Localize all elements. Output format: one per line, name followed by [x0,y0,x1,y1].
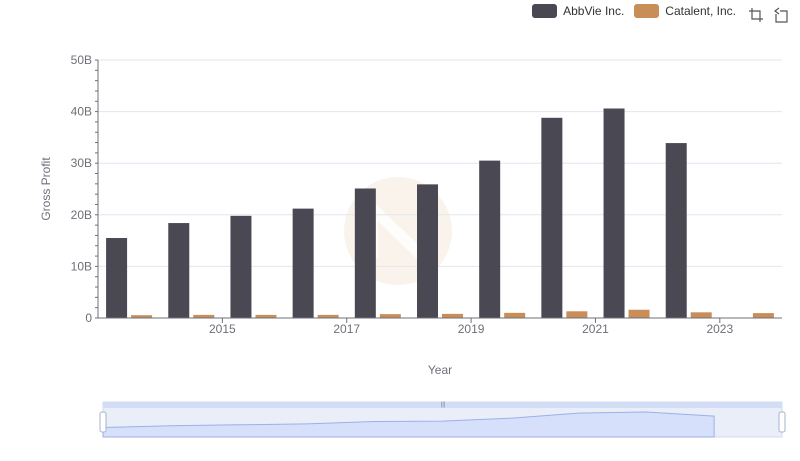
data-zoom-preview [102,411,715,438]
bar-catalent-2024[interactable] [752,313,774,318]
x-tick-label: 2021 [582,322,609,336]
x-axis: 2015 2017 2019 2021 2023 [98,317,782,336]
y-tick-label: 10B [71,259,92,273]
bar-abbvie-2018[interactable] [354,188,376,318]
x-tick-label: 2023 [706,322,733,336]
x-axis-label: Year [428,363,452,377]
bar-catalent-2020[interactable] [504,312,526,318]
bar-catalent-2018[interactable] [379,314,401,318]
bar-catalent-2022[interactable] [628,309,650,318]
bars [106,108,774,319]
bar-catalent-2019[interactable] [442,313,463,318]
svg-text:|||: ||| [441,402,446,408]
bar-catalent-2014[interactable] [131,315,153,318]
data-zoom-left-handle[interactable] [99,411,107,433]
y-tick-label: 50B [71,53,92,67]
legend-item-catalent[interactable]: Catalent, Inc. [634,4,736,18]
y-axis-label: Gross Profit [39,157,53,221]
bar-abbvie-2020[interactable] [479,160,501,318]
y-tick-label: 0 [85,311,92,325]
x-tick-label: 2017 [333,322,360,336]
zoom-icon[interactable] [748,7,764,23]
legend-swatch-catalent [634,4,660,18]
data-zoom-slider[interactable]: ||| [99,401,786,438]
legend: AbbVie Inc. Catalent, Inc. [532,4,736,18]
y-tick-label: 30B [71,156,92,170]
bar-abbvie-2017[interactable] [292,208,314,318]
bar-catalent-2023[interactable] [690,312,712,318]
y-tick-label: 20B [71,208,92,222]
bar-abbvie-2015[interactable] [168,223,190,318]
bar-catalent-2016[interactable] [255,314,277,318]
legend-swatch-abbvie [532,4,558,18]
x-tick-label: 2015 [209,322,236,336]
bar-catalent-2015[interactable] [193,314,215,318]
bar-abbvie-2022[interactable] [603,108,625,318]
legend-label-catalent: Catalent, Inc. [665,4,736,18]
bar-abbvie-2014[interactable] [106,238,128,318]
legend-label-abbvie: AbbVie Inc. [563,4,625,18]
y-tick-label: 40B [71,105,92,119]
data-zoom-right-handle[interactable] [778,411,786,433]
bar-abbvie-2016[interactable] [230,215,252,318]
bar-catalent-2017[interactable] [317,314,339,318]
bar-catalent-2021[interactable] [566,311,588,318]
restore-icon[interactable] [773,7,789,23]
y-axis-ticks: 0 10B 20B 30B 40B 50B [71,53,99,325]
bar-abbvie-2019[interactable] [417,184,438,318]
x-tick-label: 2019 [458,322,485,336]
bar-abbvie-2021[interactable] [541,117,563,319]
bar-abbvie-2023[interactable] [665,143,687,318]
legend-item-abbvie[interactable]: AbbVie Inc. [532,4,624,18]
